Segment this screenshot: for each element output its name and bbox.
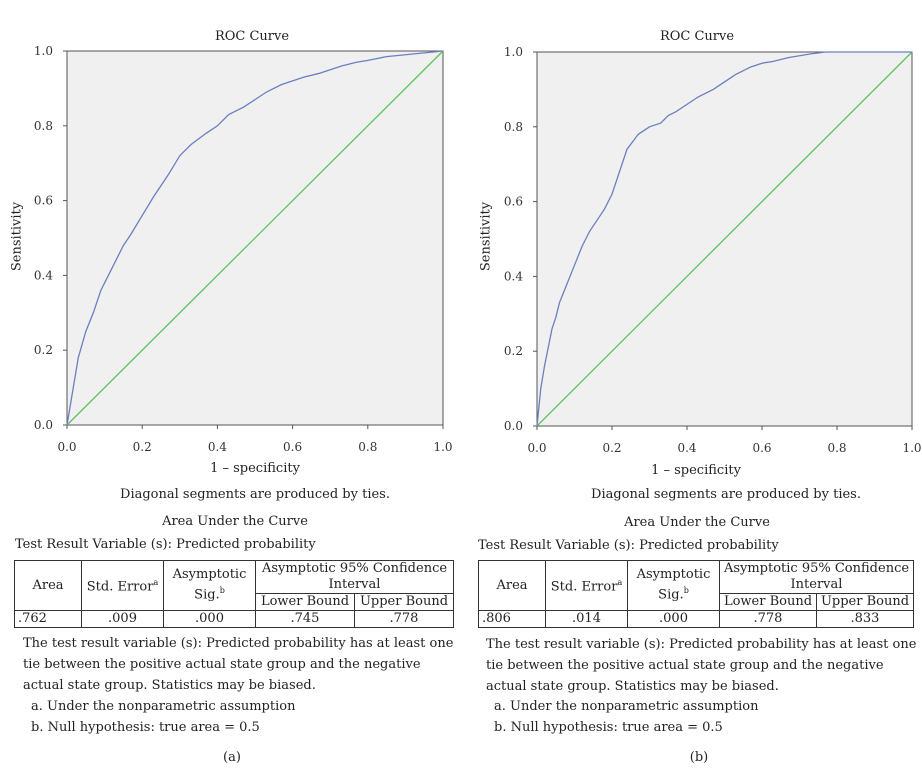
- x-tick-label: 0.0: [527, 441, 546, 455]
- cell-lower: .745: [255, 610, 355, 628]
- y-axis-label: Sensitivity: [9, 201, 25, 272]
- test-variable: Test Result Variable (s): Predicted prob…: [15, 537, 316, 552]
- cell-sig: .000: [627, 610, 720, 628]
- x-tick-label: 0.8: [827, 441, 846, 455]
- x-tick-label: 0.6: [283, 440, 302, 454]
- table-row: .762 .009 .000 .745 .778: [14, 610, 455, 628]
- auc-table: Area Std. Errora Asymptotic Sig.b Asympt…: [14, 560, 455, 628]
- reference-line: [536, 51, 913, 427]
- header-upper: Upper Bound: [353, 593, 455, 611]
- y-tick-label: 0.4: [504, 269, 523, 283]
- y-tick-label: 0.8: [34, 119, 53, 133]
- x-tick-label: 0.8: [358, 440, 377, 454]
- y-tick-label: 1.0: [34, 44, 53, 58]
- x-axis-label: 1 – specificity: [210, 461, 300, 476]
- roc-curve-line: [536, 51, 912, 427]
- diagonal-note: Diagonal segments are produced by ties.: [591, 487, 861, 502]
- footnote-a: a. Under the nonparametric assumption: [494, 699, 759, 714]
- footnote-b: b. Null hypothesis: true area = 0.5: [31, 720, 260, 735]
- table-row: .806 .014 .000 .778 .833: [478, 610, 915, 628]
- header-ci: Asymptotic 95% Confidence Interval: [255, 560, 454, 594]
- x-tick-label: 0.2: [602, 441, 621, 455]
- y-tick-label: 0.2: [34, 343, 53, 357]
- cell-area: .762: [14, 610, 82, 628]
- auc-table: Area Std. Errora Asymptotic Sig.b Asympt…: [478, 560, 915, 628]
- header-lower: Lower Bound: [719, 593, 817, 611]
- y-tick-label: 0.6: [504, 195, 523, 209]
- x-tick-label: 0.6: [752, 441, 771, 455]
- y-tick-label: 0.0: [504, 419, 523, 433]
- auc-title: Area Under the Curve: [162, 514, 308, 529]
- test-variable: Test Result Variable (s): Predicted prob…: [478, 538, 779, 553]
- y-tick-label: 0.0: [34, 418, 53, 432]
- y-tick-label: 1.0: [504, 45, 523, 59]
- cell-upper: .778: [353, 610, 455, 628]
- footnote: The test result variable (s): Predicted …: [23, 636, 454, 693]
- x-tick-label: 0.0: [57, 440, 76, 454]
- header-lower: Lower Bound: [255, 593, 355, 611]
- y-tick-label: 0.8: [504, 120, 523, 134]
- cell-std-error: .009: [81, 610, 164, 628]
- chart-title: ROC Curve: [214, 29, 290, 44]
- header-area: Area: [478, 560, 546, 611]
- x-tick-label: 1.0: [902, 441, 921, 455]
- header-std-error: Std. Errora: [81, 560, 164, 611]
- header-std-error: Std. Errora: [545, 560, 628, 611]
- roc-chart-b: 0.0 0.2 0.4 0.6 0.8 1.0 0.0 0.2 0.4 0.6 0.8 1.0: [504, 45, 922, 455]
- cell-lower: .778: [719, 610, 817, 628]
- y-tick-label: 0.2: [504, 344, 523, 358]
- x-tick-label: 1.0: [433, 440, 452, 454]
- header-area: Area: [14, 560, 82, 611]
- y-axis-label: Sensitivity: [478, 201, 494, 272]
- footnote-b: b. Null hypothesis: true area = 0.5: [494, 720, 723, 735]
- cell-std-error: .014: [545, 610, 628, 628]
- header-upper: Upper Bound: [815, 593, 915, 611]
- panel-caption: (a): [223, 750, 241, 765]
- panel-b: ROC Curve 0.0 0.2 0.4 0.6 0.8 1.0 0.0 0.2 0.4 0.6…: [461, 0, 922, 771]
- panel-a: ROC Curve 0.0 0.2 0.4 0.6 0.8 1.0 0.0 0.2 0.4 0.6…: [9, 29, 455, 765]
- header-sig: Asymptotic Sig.b: [163, 560, 256, 611]
- cell-area: .806: [478, 610, 546, 628]
- x-tick-label: 0.4: [208, 440, 227, 454]
- x-tick-label: 0.4: [677, 441, 696, 455]
- cell-sig: .000: [163, 610, 256, 628]
- auc-title: Area Under the Curve: [624, 515, 770, 530]
- y-tick-label: 0.4: [34, 268, 53, 282]
- x-tick-label: 0.2: [133, 440, 152, 454]
- cell-upper: .833: [815, 610, 915, 628]
- roc-curve-line: [66, 50, 444, 426]
- y-tick-label: 0.6: [34, 194, 53, 208]
- header-sig: Asymptotic Sig.b: [627, 560, 720, 611]
- reference-line: [66, 50, 444, 426]
- chart-title: ROC Curve: [659, 29, 735, 44]
- x-axis-label: 1 – specificity: [651, 463, 741, 478]
- footnote: The test result variable (s): Predicted …: [486, 637, 917, 694]
- header-ci: Asymptotic 95% Confidence Interval: [719, 560, 914, 594]
- diagonal-note: Diagonal segments are produced by ties.: [120, 487, 390, 502]
- panel-caption: (b): [689, 750, 709, 765]
- footnote-a: a. Under the nonparametric assumption: [31, 699, 296, 714]
- roc-chart-a: 0.0 0.2 0.4 0.6 0.8 1.0 0.0 0.2 0.4 0.6 0.8 1.0: [34, 44, 453, 454]
